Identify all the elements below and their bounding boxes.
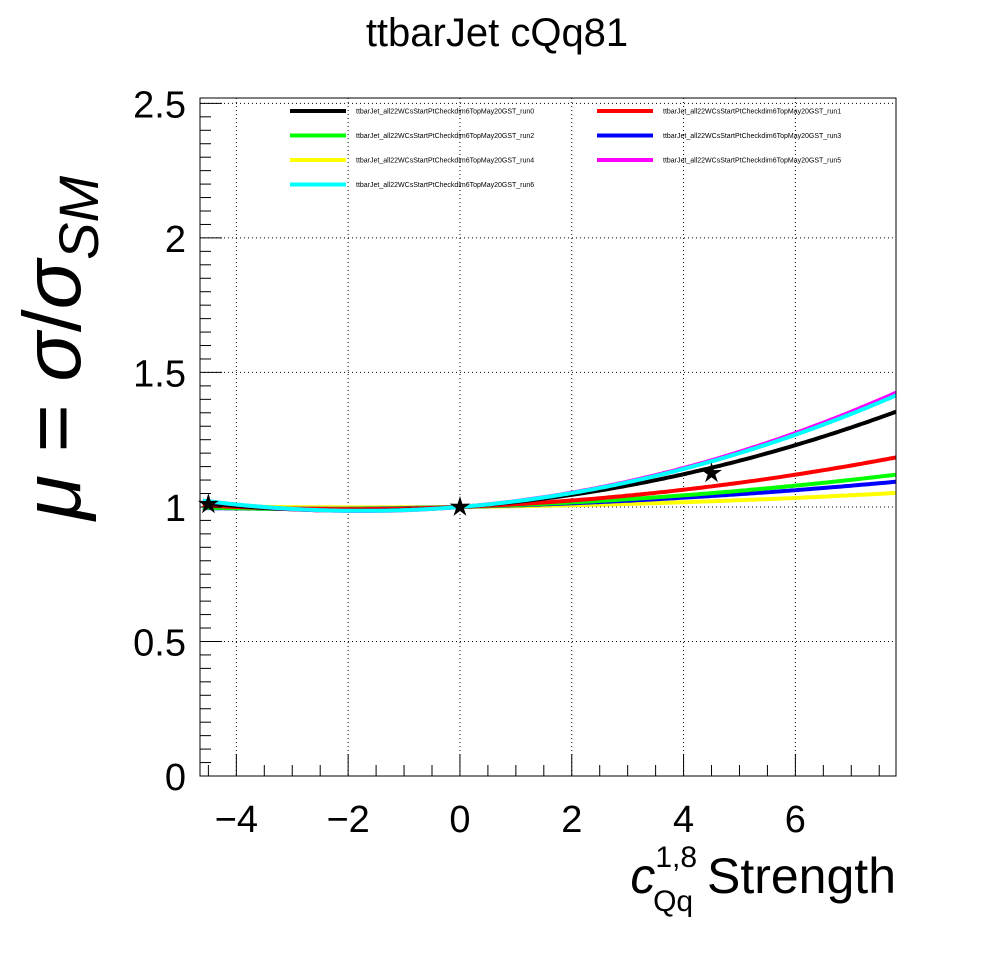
legend-entry: ttbarJet_all22WCsStartPtCheckdim6TopMay2… <box>663 133 841 140</box>
legend-entry: ttbarJet_all22WCsStartPtCheckdim6TopMay2… <box>356 182 534 189</box>
y-tick-label: 1 <box>165 488 186 530</box>
x-axis-label: c1,8 Qq Strength <box>630 841 896 918</box>
y-tick-labels: 0 0.5 1 1.5 2 2.5 <box>133 84 186 799</box>
x-tick-label: 0 <box>449 799 470 841</box>
x-tick-label: 4 <box>673 799 694 841</box>
plot-frame <box>199 97 897 777</box>
series-line-run6 <box>202 393 897 513</box>
legend-entry: ttbarJet_all22WCsStartPtCheckdim6TopMay2… <box>356 133 534 140</box>
x-tick-label: −2 <box>326 799 369 841</box>
y-tick-label: 2 <box>165 219 186 261</box>
x-tick-labels: −4 −2 0 2 4 6 <box>215 799 806 841</box>
y-tick-label: 0.5 <box>133 622 186 664</box>
legend-entry: ttbarJet_all22WCsStartPtCheckdim6TopMay2… <box>356 158 534 165</box>
legend-entry: ttbarJet_all22WCsStartPtCheckdim6TopMay2… <box>356 109 534 116</box>
chart-title: ttbarJet cQq81 <box>366 11 628 55</box>
y-axis-label: μ = σ/σSM <box>7 176 110 522</box>
legend: ttbarJet_all22WCsStartPtCheckdim6TopMay2… <box>290 109 841 189</box>
x-tick-label: 6 <box>785 799 806 841</box>
y-tick-label: 1.5 <box>133 353 186 395</box>
legend-entry: ttbarJet_all22WCsStartPtCheckdim6TopMay2… <box>663 109 841 116</box>
axis-ticks <box>200 102 880 777</box>
data-point <box>449 496 471 516</box>
series-line-run1 <box>202 455 897 512</box>
data-point <box>197 493 219 514</box>
data-points <box>197 462 722 516</box>
legend-entry: ttbarJet_all22WCsStartPtCheckdim6TopMay2… <box>663 158 841 165</box>
data-point <box>701 462 722 483</box>
x-tick-label: −4 <box>215 799 258 841</box>
series-line-run5 <box>202 390 897 513</box>
x-tick-label: 2 <box>561 799 582 841</box>
series-curves <box>202 390 897 513</box>
y-tick-label: 2.5 <box>133 84 186 126</box>
y-tick-label: 0 <box>165 757 186 799</box>
